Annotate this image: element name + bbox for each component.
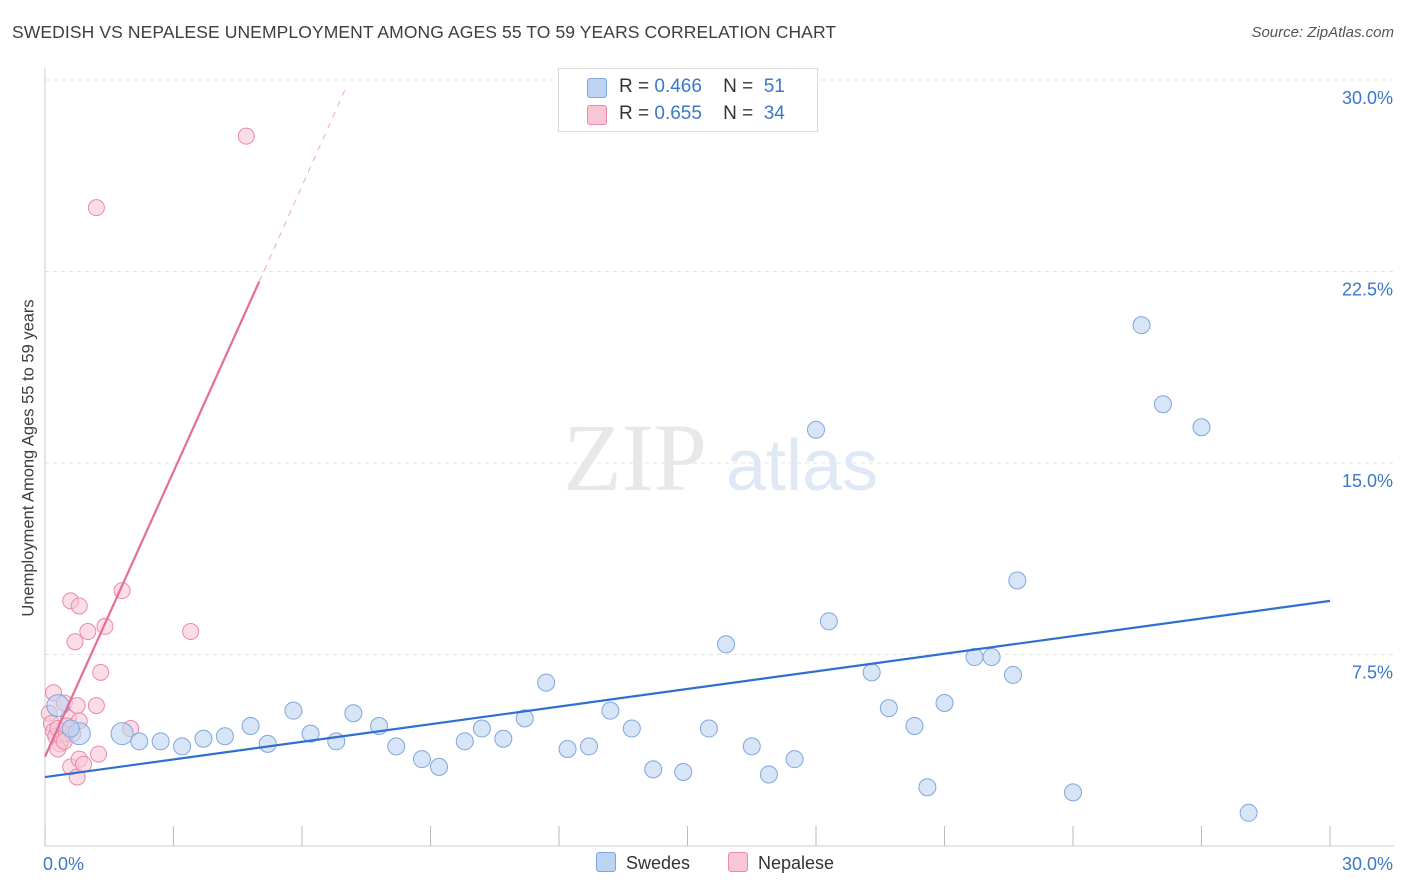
nepalese-points xyxy=(40,127,255,786)
nepalese-point xyxy=(90,745,108,763)
nepalese-point xyxy=(66,633,84,651)
nepalese-point xyxy=(70,597,88,615)
legend-r-value-nepalese: 0.655 xyxy=(654,103,702,124)
swedes-point xyxy=(644,760,663,779)
tick-labels: 7.5% 15.0% 22.5% 30.0% 0.0% 30.0% xyxy=(43,88,1393,874)
nepalese-point xyxy=(96,617,114,635)
swedes-point xyxy=(494,729,513,748)
swedes-point xyxy=(258,734,277,753)
swedes-point xyxy=(110,722,134,746)
swedes-point xyxy=(61,719,80,738)
swedes-trend-line xyxy=(44,599,1331,779)
legend-swatch-swedes xyxy=(587,78,607,98)
swedes-point xyxy=(982,648,1001,667)
trend-lines xyxy=(43,90,1331,779)
legend-r-label: R = xyxy=(619,103,650,124)
legend-n-value-nepalese: 34 xyxy=(763,103,785,124)
swedes-point xyxy=(622,719,641,738)
y-tick-label: 7.5% xyxy=(1352,663,1393,683)
swedes-point xyxy=(601,701,620,720)
bottom-legend-label-swedes: Swedes xyxy=(626,853,691,873)
swedes-point xyxy=(579,737,598,756)
legend-n-value-swedes: 51 xyxy=(763,76,785,97)
bottom-legend-swatch-swedes xyxy=(596,852,616,872)
nepalese-trend-line xyxy=(43,281,261,758)
nepalese-point xyxy=(182,623,200,641)
nepalese-point xyxy=(87,199,105,217)
swedes-point xyxy=(905,716,924,735)
swedes-point xyxy=(918,778,937,797)
swedes-point xyxy=(412,750,431,769)
swedes-point xyxy=(1008,571,1027,590)
legend-swatch-nepalese xyxy=(587,105,607,125)
legend-n-label: N = xyxy=(723,76,754,97)
swedes-point xyxy=(759,765,778,784)
zipatlas-watermark: ZIP atlas xyxy=(563,404,878,511)
swedes-point xyxy=(1239,803,1258,822)
swedes-point xyxy=(344,704,363,723)
swedes-point xyxy=(215,727,234,746)
swedes-point xyxy=(430,757,449,776)
y-tick-label: 22.5% xyxy=(1342,280,1393,300)
swedes-point xyxy=(717,635,736,654)
swedes-point xyxy=(935,694,954,713)
watermark-zip: ZIP xyxy=(563,404,707,511)
watermark-atlas: atlas xyxy=(726,426,878,506)
swedes-point xyxy=(674,762,693,781)
swedes-point xyxy=(807,420,825,439)
nepalese-trend-extension xyxy=(258,90,346,282)
nepalese-point xyxy=(79,623,97,641)
bottom-legend-swedes[interactable]: Swedes xyxy=(596,852,690,874)
swedes-point xyxy=(515,709,534,728)
swedes-point xyxy=(301,724,320,743)
swedes-point xyxy=(173,737,192,756)
swedes-point xyxy=(537,673,556,692)
source-credit: Source: ZipAtlas.com xyxy=(1251,24,1394,41)
legend-r-label: R = xyxy=(619,76,650,97)
swedes-point xyxy=(819,612,838,631)
swedes-point xyxy=(742,737,761,756)
x-tick-label: 0.0% xyxy=(43,854,84,874)
chart-title: SWEDISH VS NEPALESE UNEMPLOYMENT AMONG A… xyxy=(12,22,837,42)
swedes-point xyxy=(455,732,474,751)
nepalese-point xyxy=(237,127,255,145)
bottom-legend-nepalese[interactable]: Nepalese xyxy=(728,852,834,874)
legend-text-swedes: R = 0.466 N = 51 xyxy=(619,76,785,98)
swedes-point xyxy=(785,750,804,769)
y-tick-label: 15.0% xyxy=(1342,471,1393,491)
swedes-point xyxy=(151,732,170,751)
gridlines xyxy=(45,79,1394,655)
swedes-point xyxy=(241,716,260,735)
bottom-legend-label-nepalese: Nepalese xyxy=(758,853,835,873)
swedes-point xyxy=(1153,395,1172,414)
swedes-point xyxy=(558,739,577,758)
nepalese-point xyxy=(75,755,93,773)
swedes-point xyxy=(699,719,718,738)
swedes-points xyxy=(46,316,1258,822)
swedes-point xyxy=(472,719,491,738)
y-tick-label: 30.0% xyxy=(1342,88,1393,108)
swedes-point xyxy=(1004,665,1023,684)
nepalese-point xyxy=(87,697,105,715)
legend-r-value-swedes: 0.466 xyxy=(654,76,702,97)
swedes-point xyxy=(1132,316,1151,335)
swedes-point xyxy=(879,699,898,718)
swedes-point xyxy=(194,729,213,748)
swedes-point xyxy=(1064,783,1082,802)
correlation-legend: R = 0.466 N = 51 R = 0.655 N = 34 xyxy=(558,68,818,132)
swedes-point xyxy=(1192,418,1211,437)
nepalese-point xyxy=(92,663,110,681)
bottom-legend-swatch-nepalese xyxy=(728,852,748,872)
swedes-point xyxy=(130,732,149,751)
x-tick-label: 30.0% xyxy=(1342,854,1393,874)
swedes-point xyxy=(284,701,303,720)
swedes-point xyxy=(387,737,406,756)
legend-n-label: N = xyxy=(723,103,754,124)
swedes-point xyxy=(862,663,881,682)
legend-text-nepalese: R = 0.655 N = 34 xyxy=(619,103,785,125)
